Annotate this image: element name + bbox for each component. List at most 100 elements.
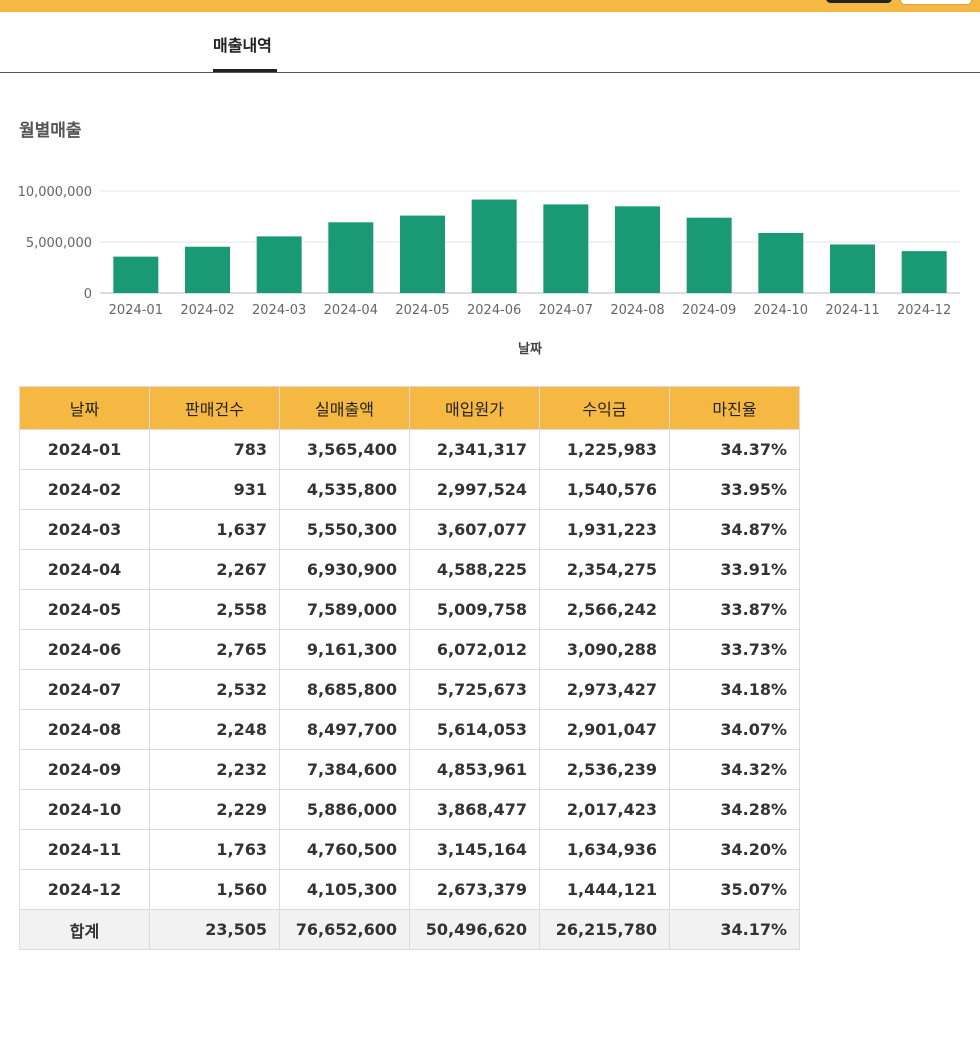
- cell-sales-count: 1,763: [149, 829, 280, 870]
- bar: [830, 244, 875, 293]
- cell-sales-count: 931: [149, 469, 280, 510]
- cell-margin: 34.07%: [669, 709, 800, 750]
- table-total-row: 합계 23,505 76,652,600 50,496,620 26,215,780 34…: [19, 909, 800, 950]
- cell-net-sales: 4,535,800: [279, 469, 410, 510]
- cell-date: 2024-10: [19, 789, 150, 830]
- cell-margin: 34.87%: [669, 509, 800, 550]
- cell-profit: 2,354,275: [539, 549, 670, 590]
- cell-purchase-cost: 5,009,758: [409, 589, 540, 630]
- cell-purchase-cost: 3,607,077: [409, 509, 540, 550]
- cell-profit: 2,566,242: [539, 589, 670, 630]
- x-tick-label: 2024-03: [252, 303, 306, 318]
- cell-net-sales: 7,589,000: [279, 589, 410, 630]
- cell-date: 2024-06: [19, 629, 150, 670]
- cell-date: 2024-12: [19, 869, 150, 910]
- x-tick-label: 2024-09: [682, 303, 736, 318]
- x-tick-label: 2024-11: [825, 303, 879, 318]
- x-tick-label: 2024-02: [180, 303, 234, 318]
- cell-sales-count: 2,765: [149, 629, 280, 670]
- table-row: 2024-01 783 3,565,400 2,341,317 1,225,983 34.…: [19, 429, 800, 470]
- bar: [543, 204, 589, 293]
- cell-purchase-cost: 5,614,053: [409, 709, 540, 750]
- cell-net-sales: 6,930,900: [279, 549, 410, 590]
- cell-sales-count: 2,248: [149, 709, 280, 750]
- x-tick-label: 2024-04: [324, 303, 378, 318]
- cell-sales-count: 2,229: [149, 789, 280, 830]
- cell-date: 2024-01: [19, 429, 150, 470]
- total-purchase-cost: 50,496,620: [409, 909, 540, 950]
- header-date: 날짜: [19, 386, 150, 430]
- bar: [686, 217, 732, 293]
- cell-profit: 2,901,047: [539, 709, 670, 750]
- cell-profit: 1,540,576: [539, 469, 670, 510]
- cell-purchase-cost: 3,145,164: [409, 829, 540, 870]
- cell-profit: 3,090,288: [539, 629, 670, 670]
- total-label: 합계: [19, 909, 150, 950]
- cell-profit: 1,634,936: [539, 829, 670, 870]
- cell-margin: 33.73%: [669, 629, 800, 670]
- table-row: 2024-10 2,229 5,886,000 3,868,477 2,017,423 3…: [19, 789, 800, 830]
- x-tick-label: 2024-07: [539, 303, 593, 318]
- y-tick-label: 0: [84, 287, 92, 302]
- cell-margin: 35.07%: [669, 869, 800, 910]
- x-tick-label: 2024-01: [109, 303, 163, 318]
- table-row: 2024-08 2,248 8,497,700 5,614,053 2,901,047 3…: [19, 709, 800, 750]
- cell-margin: 33.91%: [669, 549, 800, 590]
- cell-profit: 1,931,223: [539, 509, 670, 550]
- cell-profit: 2,017,423: [539, 789, 670, 830]
- chart-svg: 0 5,000,000 10,000,000 2024-01 2024-02 2024-0…: [18, 185, 960, 357]
- x-tick-label: 2024-10: [754, 303, 808, 318]
- cell-purchase-cost: 5,725,673: [409, 669, 540, 710]
- cell-purchase-cost: 2,997,524: [409, 469, 540, 510]
- cell-date: 2024-09: [19, 749, 150, 790]
- cell-date: 2024-02: [19, 469, 150, 510]
- header-dark-button[interactable]: [826, 0, 892, 3]
- total-profit: 26,215,780: [539, 909, 670, 950]
- cell-profit: 2,536,239: [539, 749, 670, 790]
- cell-sales-count: 783: [149, 429, 280, 470]
- header-light-button[interactable]: [900, 0, 972, 5]
- cell-date: 2024-11: [19, 829, 150, 870]
- bar: [328, 222, 374, 293]
- x-tick-label: 2024-12: [897, 303, 951, 318]
- cell-date: 2024-08: [19, 709, 150, 750]
- table-row: 2024-06 2,765 9,161,300 6,072,012 3,090,288 3…: [19, 629, 800, 670]
- cell-net-sales: 8,497,700: [279, 709, 410, 750]
- tab-bar: 매출내역: [0, 12, 980, 73]
- cell-net-sales: 8,685,800: [279, 669, 410, 710]
- cell-purchase-cost: 3,868,477: [409, 789, 540, 830]
- cell-margin: 33.87%: [669, 589, 800, 630]
- cell-margin: 34.18%: [669, 669, 800, 710]
- cell-purchase-cost: 6,072,012: [409, 629, 540, 670]
- cell-sales-count: 2,267: [149, 549, 280, 590]
- cell-purchase-cost: 2,341,317: [409, 429, 540, 470]
- total-sales-count: 23,505: [149, 909, 280, 950]
- bar: [400, 215, 445, 293]
- cell-margin: 33.95%: [669, 469, 800, 510]
- tab-sales-history[interactable]: 매출내역: [213, 36, 272, 55]
- cell-sales-count: 1,560: [149, 869, 280, 910]
- cell-net-sales: 4,760,500: [279, 829, 410, 870]
- header-purchase-cost: 매입원가: [409, 386, 540, 430]
- cell-net-sales: 5,886,000: [279, 789, 410, 830]
- table-row: 2024-07 2,532 8,685,800 5,725,673 2,973,427 3…: [19, 669, 800, 710]
- header-net-sales: 실매출액: [279, 386, 410, 430]
- cell-date: 2024-07: [19, 669, 150, 710]
- cell-sales-count: 2,558: [149, 589, 280, 630]
- table-row: 2024-03 1,637 5,550,300 3,607,077 1,931,223 3…: [19, 509, 800, 550]
- total-net-sales: 76,652,600: [279, 909, 410, 950]
- cell-profit: 2,973,427: [539, 669, 670, 710]
- cell-margin: 34.28%: [669, 789, 800, 830]
- x-axis-label: 날짜: [518, 341, 542, 357]
- cell-net-sales: 4,105,300: [279, 869, 410, 910]
- cell-net-sales: 9,161,300: [279, 629, 410, 670]
- cell-net-sales: 7,384,600: [279, 749, 410, 790]
- table-row: 2024-11 1,763 4,760,500 3,145,164 1,634,936 3…: [19, 829, 800, 870]
- y-tick-label: 5,000,000: [26, 236, 92, 251]
- cell-purchase-cost: 4,588,225: [409, 549, 540, 590]
- total-margin: 34.17%: [669, 909, 800, 950]
- top-header-bar: [0, 0, 980, 12]
- table-row: 2024-12 1,560 4,105,300 2,673,379 1,444,121 3…: [19, 869, 800, 910]
- header-sales-count: 판매건수: [149, 386, 280, 430]
- cell-net-sales: 5,550,300: [279, 509, 410, 550]
